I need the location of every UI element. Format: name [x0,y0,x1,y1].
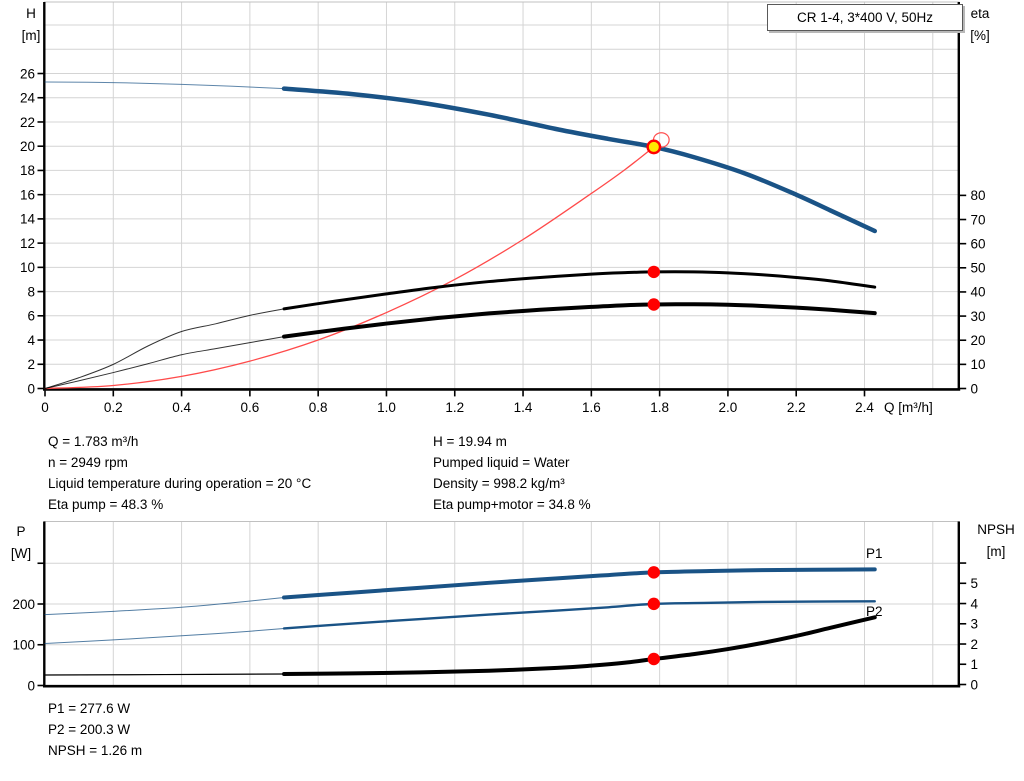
tick-label-right: 60 [971,236,986,251]
info-p1: P1 = 277.6 W [48,701,131,716]
tick-label-left: 200 [12,597,35,612]
p-axis-title: P [W] [0,521,42,565]
tick-label-x: 0.2 [104,400,123,415]
tick-label-right: 80 [971,188,986,203]
tick-label-left: 0 [27,678,35,693]
tick-label-x: 2.4 [855,400,874,415]
h-axis-title-symbol: H [26,6,36,21]
tick-label-right: 4 [971,596,979,611]
tick-label-left: 2 [27,357,35,372]
eta-axis-title-unit: [%] [970,28,990,43]
info-flow: Q = 1.783 m³/h [48,434,139,449]
tick-label-right: 20 [971,333,986,348]
pump-curve [281,86,877,234]
tick-label-left: 22 [20,115,35,130]
info-liquid-temperature: Liquid temperature during operation = 20… [48,476,312,491]
tick-label-right: 2 [971,637,979,652]
tick-label-left: 10 [20,260,35,275]
eta-axis-title: eta [%] [956,3,1004,47]
duty-info-left: Q = 1.783 m³/h n = 2949 rpm Liquid tempe… [48,431,311,515]
tick-label-x: 1.4 [514,400,533,415]
tick-label-x: 0 [41,400,49,415]
power-info: P1 = 277.6 W P2 = 200.3 W NPSH = 1.26 m [48,698,142,761]
tick-label-x: 0.6 [240,400,259,415]
eta-pump-motor-point [647,298,661,311]
h-axis-title-unit: [m] [21,28,41,43]
tick-label-right: 3 [971,617,979,632]
eta-pump-motor [282,302,877,339]
tick-label-left: 26 [20,66,35,81]
npsh-axis-title-symbol: NPSH [977,522,1015,537]
tick-label-x: 1.6 [582,400,601,415]
tick-label-right: 0 [971,381,979,396]
duty-point [646,139,662,155]
info-speed: n = 2949 rpm [48,455,128,470]
tick-label-right: 1 [971,657,979,672]
info-pumped-liquid: Pumped liquid = Water [433,455,570,470]
tick-label-right: 0 [971,677,979,692]
info-eta-pump-motor: Eta pump+motor = 34.8 % [433,497,591,512]
tick-label-x: 0.4 [172,400,191,415]
p1-curve-extension [44,596,285,616]
npsh-curve-extension [44,673,285,676]
info-npsh: NPSH = 1.26 m [48,743,143,758]
info-eta-pump: Eta pump = 48.3 % [48,497,164,512]
tick-label-right: 40 [971,285,986,300]
tick-label-right: 5 [971,576,979,591]
npsh-point [647,652,661,666]
info-head: H = 19.94 m [433,434,507,449]
tick-label-left: 18 [20,163,35,178]
tick-label-right: 70 [971,212,986,227]
h-axis-title: H [m] [9,3,53,47]
eta-pump-extension [44,308,285,389]
info-p2: P2 = 200.3 W [48,722,131,737]
tick-label-left: 0 [27,381,35,396]
tick-label-x: 2.2 [787,400,806,415]
pump-curve-extension [44,81,285,90]
tick-label-x: 1.8 [650,400,669,415]
pump-model-box: CR 1-4, 3*400 V, 50Hz [767,4,963,31]
p2-curve-extension [44,627,285,645]
p-axis-title-symbol: P [16,524,26,539]
tick-label-left: 24 [20,91,36,106]
curve-label-p2: P2 [866,604,883,619]
tick-label-left: 8 [27,284,35,299]
p2-point [647,597,661,611]
p-axis-title-unit: [W] [10,546,32,561]
info-density: Density = 998.2 kg/m³ [433,476,565,491]
tick-label-left: 14 [20,212,36,227]
tick-label-right: 30 [971,309,986,324]
tick-label-x: 2.0 [719,400,738,415]
tick-label-x: 1.2 [445,400,464,415]
duty-info-right: H = 19.94 m Pumped liquid = Water Densit… [433,431,591,515]
tick-label-left: 20 [20,139,35,154]
tick-label-left: 100 [12,638,35,653]
npsh-curve [282,615,877,676]
tick-label-x: 1.0 [377,400,396,415]
eta-pump-point [647,265,661,279]
tick-label-right: 10 [971,357,986,372]
p1-point [647,566,661,579]
tick-label-x: 0.8 [309,400,328,415]
tick-label-left: 4 [27,333,35,348]
tick-label-right: 50 [971,261,986,276]
npsh-axis-title: NPSH [m] [968,519,1024,563]
eta-axis-title-symbol: eta [970,6,990,21]
p1-curve [282,567,877,600]
q-axis-title: Q [m³/h] [884,400,933,415]
npsh-axis-title-unit: [m] [986,544,1006,559]
system-curve [44,146,655,390]
eta-pump-motor-extension [44,336,285,389]
tick-label-left: 6 [27,309,35,324]
eta-pump [282,270,877,311]
curve-label-p1: P1 [866,546,883,561]
tick-label-left: 16 [20,187,35,202]
tick-label-left: 12 [20,236,35,251]
p2-curve [282,600,876,630]
